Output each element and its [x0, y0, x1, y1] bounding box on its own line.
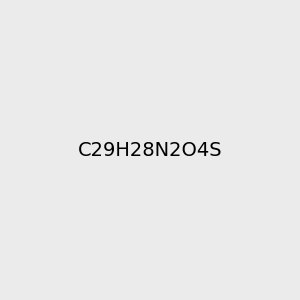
Text: C29H28N2O4S: C29H28N2O4S	[78, 140, 222, 160]
